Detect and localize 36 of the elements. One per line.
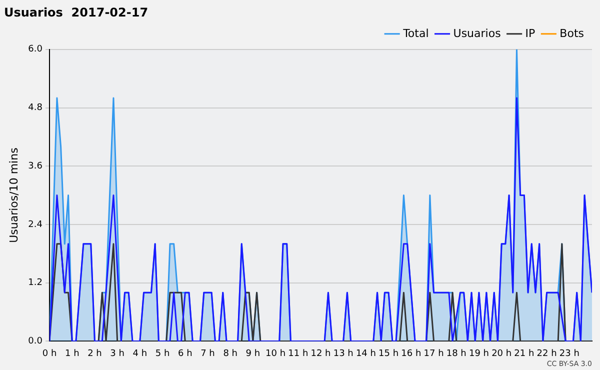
x-tick-label: 15 h — [378, 348, 399, 359]
x-tick-label: 21 h — [514, 348, 534, 359]
x-tick-label: 5 h — [155, 348, 170, 359]
x-tick-label: 4 h — [132, 348, 148, 359]
x-tick-label: 0 h — [42, 348, 57, 359]
y-tick-label: 0.0 — [28, 336, 43, 347]
x-tick-label: 1 h — [64, 348, 80, 359]
x-tick-label: 2 h — [88, 348, 102, 359]
x-tick-label: 23 h — [559, 348, 580, 359]
x-tick-label: 6 h — [178, 348, 192, 359]
y-axis-title: Usuarios/10 mins — [7, 147, 20, 243]
legend-label: IP — [525, 26, 536, 40]
x-tick-label: 18 h — [446, 348, 466, 359]
y-tick-label: 6.0 — [28, 44, 43, 55]
y-tick-label: 1.2 — [28, 278, 43, 288]
x-tick-label: 8 h — [223, 348, 238, 359]
x-tick-label: 14 h — [356, 348, 376, 359]
x-tick-label: 19 h — [468, 348, 489, 359]
x-tick-label: 13 h — [333, 348, 354, 359]
legend-label: Bots — [560, 26, 584, 40]
x-tick-label: 12 h — [310, 348, 331, 359]
x-tick-label: 16 h — [401, 348, 422, 359]
legend-label: Total — [402, 26, 429, 40]
x-tick-label: 3 h — [110, 348, 124, 359]
x-tick-label: 7 h — [200, 348, 215, 359]
y-tick-label: 4.8 — [28, 103, 43, 114]
x-tick-label: 22 h — [536, 348, 557, 359]
y-tick-label: 2.4 — [28, 220, 43, 230]
legend-label: Usuarios — [453, 26, 502, 40]
y-tick-label: 3.6 — [28, 161, 43, 172]
x-tick-label: 17 h — [424, 348, 444, 359]
x-tick-label: 10 h — [266, 348, 286, 359]
x-tick-label: 20 h — [492, 348, 512, 359]
x-tick-label: 11 h — [288, 348, 308, 359]
chart-title: Usuarios 2017-02-17 — [4, 5, 148, 20]
x-tick-label: 9 h — [246, 348, 260, 359]
